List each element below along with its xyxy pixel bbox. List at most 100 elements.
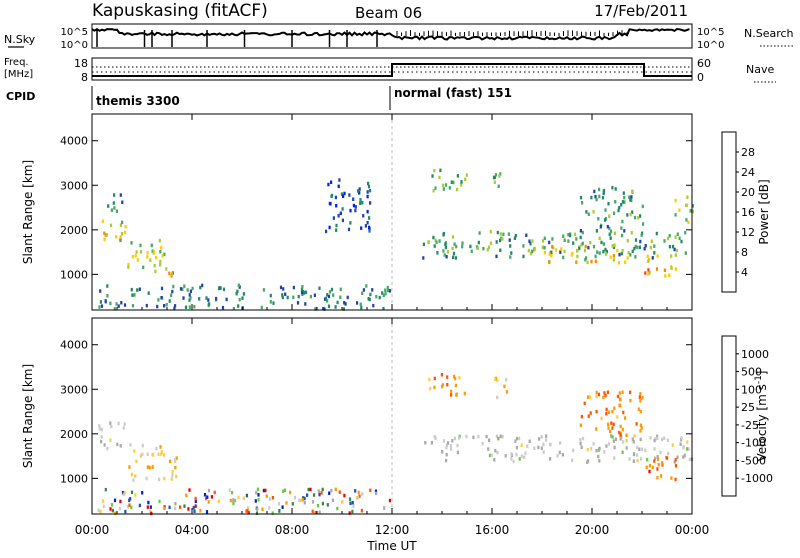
heatmap-cell xyxy=(422,256,425,260)
heatmap-cell xyxy=(182,296,185,300)
heatmap-cell xyxy=(357,490,360,495)
heatmap-cell xyxy=(103,237,106,242)
heatmap-cell xyxy=(304,302,307,306)
heatmap-cell xyxy=(119,499,122,504)
heatmap-cell xyxy=(292,295,295,300)
heatmap-cell xyxy=(278,509,281,513)
heatmap-cell xyxy=(639,409,642,414)
heatmap-cell xyxy=(317,489,320,493)
heatmap-cell xyxy=(131,293,134,297)
heatmap-cell xyxy=(619,437,622,441)
heatmap-cell xyxy=(682,455,685,459)
heatmap-cell xyxy=(159,249,162,254)
heatmap-cell xyxy=(321,501,324,506)
colorbar-tick-label: 28 xyxy=(741,146,755,159)
heatmap-cell xyxy=(382,307,385,311)
x-tick-label: 04:00 xyxy=(175,523,210,537)
heatmap-cell xyxy=(592,442,595,446)
heatmap-cell xyxy=(613,231,616,235)
heatmap-cell xyxy=(348,511,351,515)
heatmap-cell xyxy=(496,450,499,455)
heatmap-cell xyxy=(279,285,283,290)
heatmap-cell xyxy=(510,251,513,255)
heatmap-cell xyxy=(349,501,352,505)
heatmap-cell xyxy=(629,398,632,403)
heatmap-cell xyxy=(576,254,579,259)
heatmap-cell xyxy=(639,423,642,427)
heatmap-cell xyxy=(487,447,490,451)
heatmap-cell xyxy=(232,498,235,502)
heatmap-cell xyxy=(130,490,134,495)
heatmap-cell xyxy=(318,510,321,514)
heatmap-cell xyxy=(674,253,677,257)
heatmap-cell xyxy=(102,504,105,509)
heatmap-cell xyxy=(348,497,352,501)
heatmap-cell xyxy=(631,249,634,254)
heatmap-cell xyxy=(309,487,312,492)
heatmap-cell xyxy=(587,212,590,216)
heatmap-cell xyxy=(635,422,638,426)
heatmap-cell xyxy=(671,244,675,249)
heatmap-cell xyxy=(505,378,508,382)
heatmap-cell xyxy=(199,285,202,290)
heatmap-cell xyxy=(109,438,112,442)
heatmap-cell xyxy=(613,211,616,215)
heatmap-cell xyxy=(623,229,626,233)
heatmap-cell xyxy=(509,244,512,248)
heatmap-cell xyxy=(649,245,652,250)
heatmap-cell xyxy=(327,294,331,299)
heatmap-cell xyxy=(161,254,164,258)
nave-right-tick-high: 60 xyxy=(697,57,711,70)
heatmap-cell xyxy=(528,439,531,443)
heatmap-cell xyxy=(686,195,689,199)
heatmap-cell xyxy=(485,434,488,439)
heatmap-cell xyxy=(487,245,490,249)
heatmap-cell xyxy=(361,291,364,295)
colorbar-tick-label: 25 xyxy=(741,401,755,414)
heatmap-cell xyxy=(598,236,601,241)
heatmap-cell xyxy=(636,245,639,250)
heatmap-cell xyxy=(311,509,314,514)
heatmap-cell xyxy=(119,444,122,448)
heatmap-cell xyxy=(372,303,375,308)
heatmap-cell xyxy=(388,498,391,503)
velocity-colorbar-label: Velocity [m s-1] xyxy=(754,371,769,462)
heatmap-cell xyxy=(358,191,361,195)
heatmap-cell xyxy=(194,499,197,503)
heatmap-cell xyxy=(625,446,628,450)
heatmap-cell xyxy=(186,288,189,292)
heatmap-cell xyxy=(173,458,177,462)
heatmap-cell xyxy=(203,493,207,497)
heatmap-cell xyxy=(637,216,640,220)
heatmap-cell xyxy=(314,510,317,515)
heatmap-cell xyxy=(654,456,657,461)
heatmap-cell xyxy=(338,490,341,494)
heatmap-cell xyxy=(130,287,133,292)
heatmap-cell xyxy=(518,457,521,461)
heatmap-cell xyxy=(175,456,178,460)
heatmap-cell xyxy=(313,293,316,297)
heatmap-cell xyxy=(162,453,166,457)
heatmap-cell xyxy=(129,497,132,501)
heatmap-cell xyxy=(229,498,232,503)
heatmap-cell xyxy=(358,187,361,191)
heatmap-cell xyxy=(360,508,363,513)
heatmap-cell xyxy=(221,305,225,310)
heatmap-cell xyxy=(434,186,437,190)
heatmap-cell xyxy=(533,446,536,450)
time-axis: 00:00 04:00 08:00 12:00 16:00 20:00 00:00 xyxy=(75,114,709,537)
colorbar-tick-label: -25 xyxy=(741,419,759,432)
heatmap-cell xyxy=(636,453,639,457)
heatmap-cell xyxy=(109,301,112,306)
heatmap-cell xyxy=(476,246,479,250)
heatmap-cell xyxy=(339,287,342,292)
heatmap-cell xyxy=(97,508,100,512)
heatmap-cell xyxy=(639,239,642,244)
heatmap-cell xyxy=(526,444,529,448)
heatmap-cell xyxy=(660,474,663,478)
heatmap-cell xyxy=(431,174,434,178)
heatmap-cell xyxy=(560,247,563,251)
heatmap-cell xyxy=(531,249,534,254)
heatmap-cell xyxy=(170,477,173,481)
